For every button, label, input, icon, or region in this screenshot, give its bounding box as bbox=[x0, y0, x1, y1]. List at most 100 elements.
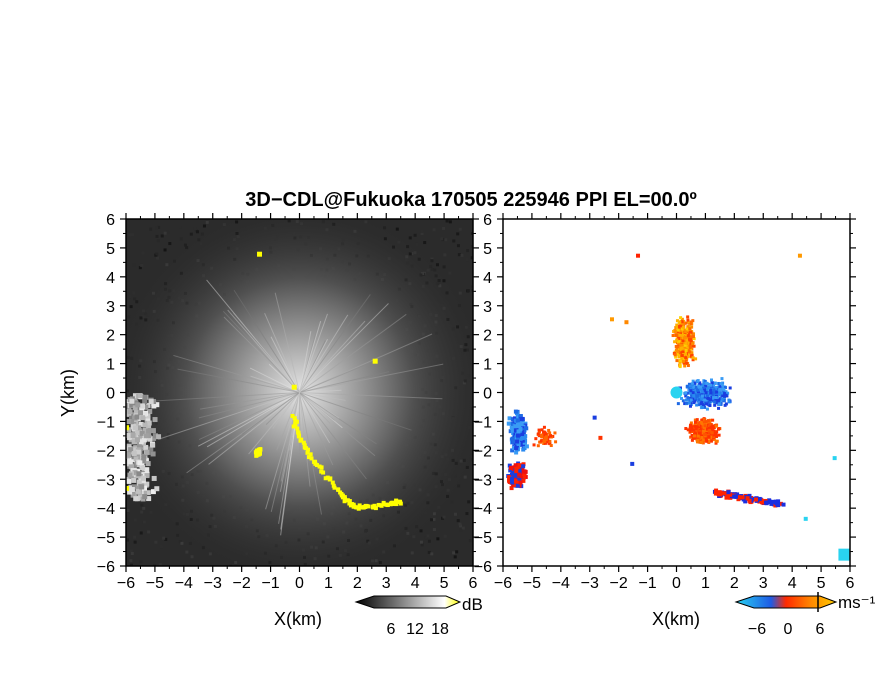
velocity-pixel bbox=[698, 431, 702, 435]
velocity-pixel bbox=[515, 439, 520, 444]
velocity-pixel bbox=[702, 438, 706, 442]
noise-pixel bbox=[470, 245, 473, 249]
velocity-pixel bbox=[678, 329, 682, 333]
noise-pixel bbox=[457, 253, 461, 257]
snr-ray bbox=[206, 392, 300, 448]
snr-colorbar-tick: 18 bbox=[431, 621, 449, 638]
velocity-pixel bbox=[678, 365, 682, 369]
snr-ray bbox=[280, 392, 300, 482]
snr-ray bbox=[186, 392, 300, 474]
snr-echo-pixel bbox=[258, 451, 263, 456]
snr-echo-pixel bbox=[126, 485, 129, 491]
velocity-pixel bbox=[515, 483, 520, 488]
snr-ray bbox=[299, 371, 390, 393]
velocity-pixel bbox=[681, 350, 685, 354]
snr-region-pixel bbox=[127, 409, 133, 415]
noise-pixel bbox=[452, 551, 456, 555]
velocity-pixel bbox=[701, 405, 705, 409]
snr-region-pixel bbox=[156, 434, 162, 440]
velocity-panel: −6−6 −5 −5 −4 −4 −3 −3 −2 −2 −1 −1 0 0 1 1 2 2 3 3 4 4 5 5 6 6 X… bbox=[474, 212, 856, 629]
velocity-pixel bbox=[767, 499, 772, 504]
noise-pixel bbox=[448, 220, 452, 224]
velocity-pixel bbox=[523, 434, 528, 439]
snr-region-pixel bbox=[136, 425, 142, 431]
velocity-pixel bbox=[760, 500, 765, 505]
snr-axis-ticks: −6−6 −5 −5 −4 −4 −3 −3 −2 −2 −1 −1 0 0 1 1 2 2 3 3 4 4 5 5 6 6 bbox=[97, 212, 479, 592]
velocity-pixel bbox=[691, 391, 695, 395]
velocity-pixel bbox=[696, 388, 700, 392]
velocity-pixel bbox=[507, 478, 512, 483]
snr-ray bbox=[198, 392, 300, 419]
velocity-pixel bbox=[521, 478, 526, 483]
velocity-pixel bbox=[716, 399, 720, 403]
velocity-pixel bbox=[723, 392, 727, 396]
snr-region-pixel bbox=[128, 447, 134, 453]
snr-region-pixel bbox=[144, 473, 150, 479]
snr-ray bbox=[299, 392, 331, 444]
velocity-pixel bbox=[711, 428, 715, 432]
snr-region-pixel bbox=[148, 399, 154, 405]
snr-echo-pixel bbox=[301, 440, 306, 445]
noise-pixel bbox=[126, 509, 130, 513]
velocity-pixel bbox=[524, 444, 529, 449]
velocity-pixel bbox=[678, 386, 682, 390]
velocity-pixel bbox=[722, 491, 727, 496]
snr-region-pixel bbox=[142, 399, 148, 405]
velocity-pixel bbox=[717, 392, 721, 396]
noise-pixel bbox=[442, 515, 446, 519]
y-tick-label: −1 bbox=[474, 414, 492, 431]
noise-pixel bbox=[465, 512, 469, 516]
velocity-pixel bbox=[521, 475, 526, 480]
noise-pixel bbox=[133, 540, 137, 544]
velocity-pixel bbox=[725, 492, 730, 497]
snr-echo-pixel bbox=[372, 358, 378, 364]
snr-region-pixel bbox=[129, 398, 135, 404]
velocity-pixel bbox=[512, 416, 517, 421]
x-tick-label: 5 bbox=[440, 575, 449, 592]
snr-region-pixel bbox=[150, 442, 156, 448]
velocity-pixel bbox=[517, 424, 522, 429]
snr-ray bbox=[257, 382, 300, 393]
velocity-pixel bbox=[549, 434, 553, 438]
velocity-pixel bbox=[688, 425, 692, 429]
velocity-pixel bbox=[722, 396, 726, 400]
velocity-pixel bbox=[698, 400, 702, 404]
snr-ray bbox=[278, 392, 300, 524]
velocity-pixel bbox=[521, 464, 526, 469]
velocity-pixel bbox=[693, 430, 697, 434]
y-tick-label: −3 bbox=[474, 472, 492, 489]
snr-region-pixel bbox=[131, 447, 137, 453]
velocity-pixel bbox=[515, 433, 520, 438]
velocity-pixel bbox=[709, 391, 713, 395]
snr-ray bbox=[158, 392, 300, 440]
velocity-pixel bbox=[754, 497, 759, 502]
velocity-pixel bbox=[542, 441, 546, 445]
velocity-pixel bbox=[694, 385, 698, 389]
velocity-pixel bbox=[681, 399, 685, 403]
noise-pixel bbox=[163, 248, 167, 252]
velocity-pixel bbox=[554, 440, 558, 444]
velocity-pixel bbox=[714, 387, 718, 391]
velocity-pixel bbox=[712, 396, 716, 400]
noise-pixel bbox=[471, 231, 473, 235]
velocity-pixel bbox=[693, 381, 697, 385]
velocity-pixel bbox=[696, 431, 700, 435]
velocity-pixel bbox=[680, 317, 684, 321]
velocity-pixel bbox=[686, 318, 690, 322]
noise-pixel bbox=[137, 529, 141, 533]
velocity-pixel bbox=[506, 421, 511, 426]
velocity-pixel bbox=[510, 436, 515, 441]
velocity-pixel bbox=[722, 399, 726, 403]
noise-pixel bbox=[420, 230, 424, 234]
velocity-pixel bbox=[692, 337, 696, 341]
velocity-pixel bbox=[677, 337, 681, 341]
velocity-pixel bbox=[509, 479, 514, 484]
noise-pixel bbox=[180, 541, 184, 545]
velocity-pixel bbox=[695, 440, 699, 444]
x-tick-label: 6 bbox=[846, 575, 855, 592]
velocity-pixel bbox=[689, 335, 693, 339]
snr-echo-pixel bbox=[317, 464, 322, 469]
velocity-axis-ticks: −6−6 −5 −5 −4 −4 −3 −3 −2 −2 −1 −1 0 0 1 1 2 2 3 3 4 4 5 5 6 6 bbox=[474, 212, 856, 592]
snr-region-pixel bbox=[131, 463, 137, 469]
snr-ray bbox=[299, 313, 328, 393]
